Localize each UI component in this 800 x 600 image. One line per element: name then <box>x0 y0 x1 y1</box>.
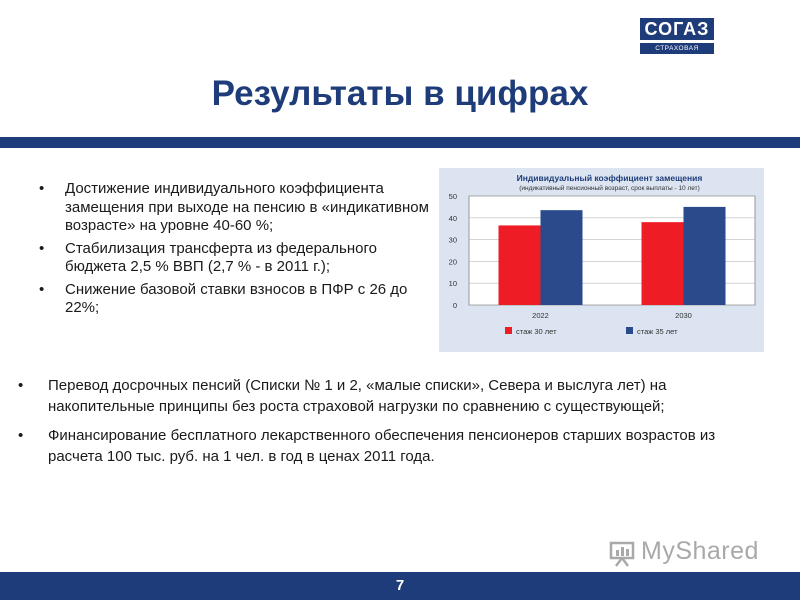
list-item: • Достижение индивидуального коэффициента… <box>36 180 430 236</box>
legend-swatch <box>626 327 633 334</box>
y-tick-label: 30 <box>449 236 457 245</box>
bullet-icon: • <box>39 280 45 298</box>
bar-staj-35-2022 <box>540 210 583 305</box>
list-item: • Финансирование бесплатного лекарственно… <box>14 425 764 467</box>
list-item: • Снижение базовой ставки взносов в ПФР с… <box>36 281 430 318</box>
bar-staj-30-2030 <box>641 222 684 305</box>
page-title: Результаты в цифрах <box>211 74 589 113</box>
footer-bar <box>0 572 800 600</box>
list-item-text: Снижение базовой ставки взносов в ПФР с … <box>65 280 408 317</box>
bullet-icon: • <box>18 377 24 394</box>
legend-label: стаж 35 лет <box>637 327 678 336</box>
watermark: MyShared <box>641 537 759 565</box>
bullet-list-bottom: • Перевод досрочных пенсий (Списки № 1 и … <box>14 375 764 475</box>
list-item-text: Достижение индивидуального коэффициента … <box>65 180 429 234</box>
chart-title: Индивидуальный коэффициент замещения <box>517 173 703 183</box>
chart-subtitle: (индикативный пенсионный возраст, срок в… <box>519 184 700 192</box>
sogaz-logo: СОГАЗ СТРАХОВАЯ ГРУППА <box>640 18 714 63</box>
title-underline-bar <box>0 137 800 148</box>
legend-label: стаж 30 лет <box>516 327 557 336</box>
bullet-list-left: • Достижение индивидуального коэффициента… <box>36 180 430 322</box>
legend-swatch <box>505 327 512 334</box>
y-tick-label: 50 <box>449 192 457 201</box>
list-item: • Стабилизация трансферта из федерального… <box>36 240 430 277</box>
presentation-icon <box>609 541 635 567</box>
bullet-icon: • <box>39 180 45 197</box>
list-item-text: Перевод досрочных пенсий (Списки № 1 и 2… <box>48 377 667 415</box>
page-number: 7 <box>395 577 405 594</box>
x-tick-label: 2022 <box>532 311 549 320</box>
bar-staj-30-2022 <box>498 225 541 305</box>
y-tick-label: 10 <box>449 279 457 288</box>
y-tick-label: 20 <box>449 257 457 266</box>
bar-staj-35-2030 <box>683 206 726 305</box>
logo-subtitle: СТРАХОВАЯ ГРУППА <box>640 43 714 63</box>
y-tick-label: 0 <box>453 301 457 310</box>
bullet-icon: • <box>39 239 45 257</box>
list-item: • Перевод досрочных пенсий (Списки № 1 и … <box>14 375 764 417</box>
x-tick-label: 2030 <box>675 311 692 320</box>
y-tick-label: 40 <box>449 214 457 223</box>
list-item-text: Финансирование бесплатного лекарственног… <box>48 427 716 465</box>
bullet-icon: • <box>18 427 24 444</box>
logo-name: СОГАЗ <box>640 18 714 40</box>
list-item-text: Стабилизация трансферта из федерального … <box>65 239 377 276</box>
replacement-rate-chart: Индивидуальный коэффициент замещения(инд… <box>439 168 764 352</box>
